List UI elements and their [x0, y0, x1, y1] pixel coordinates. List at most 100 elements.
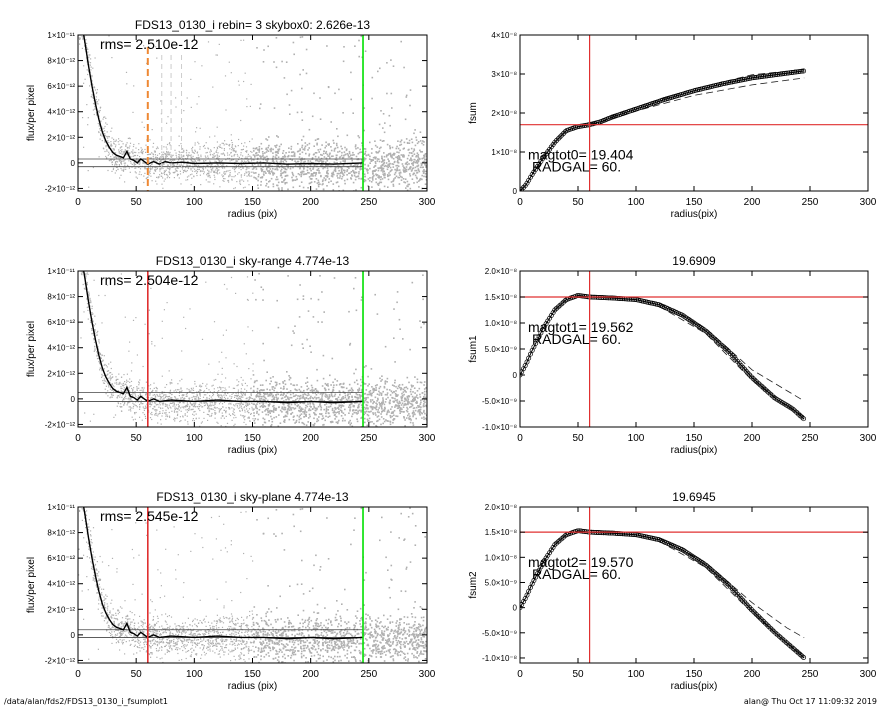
radgal-annotation: RADGAL= 60.: [532, 566, 621, 582]
y-tick-label: 3×10⁻⁸: [491, 70, 517, 79]
x-tick-label: 0: [517, 669, 523, 680]
x-axis-label: radius(pix): [671, 209, 718, 220]
plot-area: [520, 507, 868, 663]
radgal-annotation: RADGAL= 60.: [532, 159, 621, 175]
y-axis-label: flux/per pixel: [26, 85, 37, 141]
x-tick-label: 100: [186, 197, 203, 208]
radgal-annotation: RADGAL= 60.: [532, 331, 621, 347]
rms-annotation: rms= 2.510e-12: [100, 36, 199, 52]
x-tick-label: 150: [686, 197, 703, 208]
y-axis: 1×10⁻¹¹ 8×10⁻¹² 6×10⁻¹² 4×10⁻¹² 2×10⁻¹² 0 -2×1…: [45, 31, 427, 193]
plot-frame: [77, 506, 428, 664]
y-tick-label: 1×10⁻¹¹: [47, 267, 75, 276]
y-tick-label: 5.0×10⁻⁹: [485, 578, 517, 587]
chart-title: FDS13_0130_i sky-range 4.774e-13: [156, 254, 350, 268]
x-axis-label: radius (pix): [228, 445, 277, 456]
y-axis: 4×10⁻⁸ 3×10⁻⁸ 2×10⁻⁸ 1×10⁻⁸ 0: [491, 31, 868, 196]
growth-curve-line: [520, 530, 805, 659]
y-axis: 1×10⁻¹¹ 8×10⁻¹² 6×10⁻¹² 4×10⁻¹² 2×10⁻¹² 0 -2×1…: [45, 267, 427, 429]
x-axis: 0 50 100 150 200 250 300: [517, 35, 877, 208]
chart-title: FDS13_0130_i rebin= 3 skybox0: 2.626e-13: [135, 18, 370, 32]
y-tick-label: 1×10⁻⁸: [491, 148, 517, 157]
x-tick-label: 0: [517, 433, 523, 444]
x-axis-label: radius (pix): [228, 681, 277, 692]
x-tick-label: 100: [628, 197, 645, 208]
magtot-annotation: magtot1= 19.562: [528, 319, 634, 335]
y-tick-label: 4×10⁻⁸: [491, 31, 517, 40]
y-tick-label: 1×10⁻¹¹: [47, 31, 75, 40]
x-tick-label: 150: [244, 197, 261, 208]
y-tick-label: 0: [513, 187, 518, 196]
x-tick-label: 50: [131, 197, 143, 208]
y-tick-label: 0: [513, 371, 518, 380]
chart-panel-flux-profile-sky-range: rms= 2.504e-12 0 50 100 150 200 250 300 radius (…: [26, 254, 436, 456]
x-tick-label: 100: [186, 433, 203, 444]
x-tick-label: 250: [802, 669, 819, 680]
x-tick-label: 100: [186, 669, 203, 680]
x-axis: 0 50 100 150 200 250 300: [75, 271, 436, 444]
y-tick-label: 5.0×10⁻⁹: [485, 345, 517, 354]
x-axis-label: radius (pix): [228, 209, 277, 220]
x-tick-label: 50: [131, 669, 143, 680]
rms-annotation: rms= 2.545e-12: [100, 508, 199, 524]
y-tick-label: 1.0×10⁻⁸: [485, 553, 517, 562]
y-axis: 1×10⁻¹¹ 8×10⁻¹² 6×10⁻¹² 4×10⁻¹² 2×10⁻¹² 0 -2×1…: [45, 503, 427, 665]
y-tick-label: -2×10⁻¹²: [45, 420, 76, 429]
y-tick-label: 8×10⁻¹²: [47, 529, 75, 538]
chart-panel-flux-profile-rebin: rms= 2.510e-12 0 50 100 150 200 250 300 radius (…: [26, 18, 436, 220]
x-tick-label: 0: [75, 669, 81, 680]
growth-curve-line: [520, 70, 805, 191]
y-axis-label: fsum2: [468, 571, 479, 599]
y-tick-label: -5.0×10⁻⁹: [482, 397, 517, 406]
x-tick-label: 100: [628, 433, 645, 444]
x-tick-label: 300: [860, 433, 877, 444]
mean-profile-line: [82, 271, 364, 404]
footer-timestamp: alan@ Thu Oct 17 11:09:32 2019: [743, 697, 877, 706]
x-tick-label: 200: [302, 433, 319, 444]
y-tick-label: 2×10⁻⁸: [491, 109, 517, 118]
x-tick-label: 300: [860, 669, 877, 680]
y-tick-label: 4×10⁻¹²: [47, 580, 75, 589]
x-tick-label: 250: [360, 433, 377, 444]
y-tick-label: -2×10⁻¹²: [45, 184, 76, 193]
rms-annotation: rms= 2.504e-12: [100, 272, 199, 288]
lower-bound-curve: [659, 540, 805, 656]
y-tick-label: 2.0×10⁻⁸: [485, 267, 517, 276]
lower-bound-curve: [589, 77, 805, 126]
x-tick-label: 150: [686, 669, 703, 680]
y-tick-label: 1×10⁻¹¹: [47, 503, 75, 512]
y-tick-label: 6×10⁻¹²: [47, 82, 75, 91]
x-tick-label: 100: [628, 669, 645, 680]
plot-area: [78, 35, 427, 191]
growth-curve-markers: [520, 293, 807, 422]
plot-area: [78, 507, 427, 663]
x-tick-label: 300: [860, 197, 877, 208]
y-tick-label: 1.5×10⁻⁸: [485, 528, 517, 537]
x-tick-label: 0: [517, 197, 523, 208]
x-tick-label: 200: [744, 669, 761, 680]
x-tick-label: 250: [802, 433, 819, 444]
x-axis-label: radius(pix): [671, 681, 718, 692]
x-axis: 0 50 100 150 200 250 300: [517, 271, 877, 444]
x-axis: 0 50 100 150 200 250 300: [517, 507, 877, 680]
chart-panel-flux-profile-sky-plane: rms= 2.545e-12 0 50 100 150 200 250 300 radius (…: [26, 490, 436, 692]
y-axis-label: flux/per pixel: [26, 321, 37, 377]
y-tick-label: -1.0×10⁻⁸: [482, 423, 517, 432]
y-axis: 2.0×10⁻⁸ 1.5×10⁻⁸ 1.0×10⁻⁸ 5.0×10⁻⁹ 0 -5.0×10…: [482, 503, 868, 663]
y-tick-label: 0: [71, 159, 76, 168]
y-tick-label: 1.0×10⁻⁸: [485, 319, 517, 328]
x-axis: 0 50 100 150 200 250 300: [75, 507, 436, 680]
y-tick-label: 1.5×10⁻⁸: [485, 293, 517, 302]
x-tick-label: 200: [744, 197, 761, 208]
footer-file-path: /data/alan/fds2/FDS13_0130_i_fsumplot1: [4, 697, 168, 706]
y-tick-label: 8×10⁻¹²: [47, 57, 75, 66]
y-tick-label: 6×10⁻¹²: [47, 318, 75, 327]
x-tick-label: 300: [419, 197, 436, 208]
y-tick-label: 2.0×10⁻⁸: [485, 503, 517, 512]
y-axis: 2.0×10⁻⁸ 1.5×10⁻⁸ 1.0×10⁻⁸ 5.0×10⁻⁹ 0 -5.0×10…: [482, 267, 868, 432]
x-tick-label: 200: [744, 433, 761, 444]
y-tick-label: 0: [513, 604, 518, 613]
